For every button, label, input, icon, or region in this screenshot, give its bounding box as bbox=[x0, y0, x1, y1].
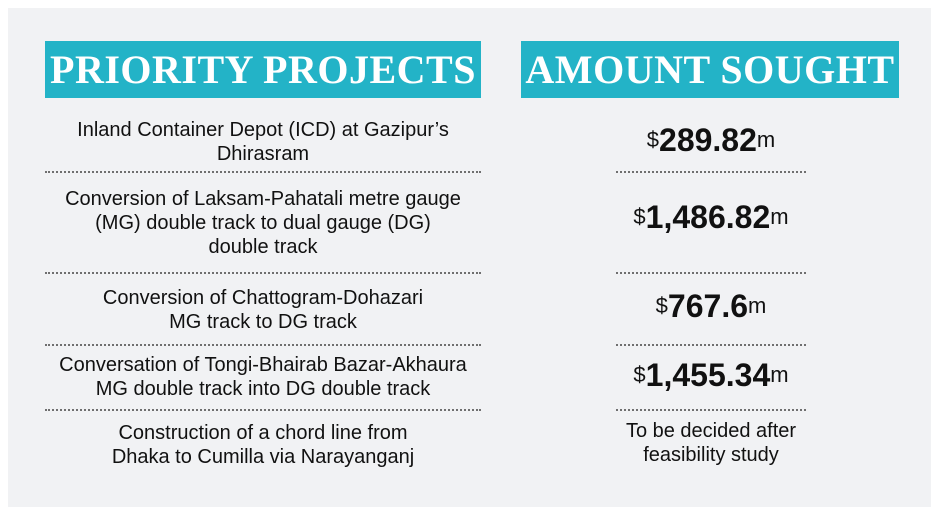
project-row-5: Construction of a chord line from Dhaka … bbox=[45, 416, 481, 474]
amount-row-5: To be decided after feasibility study bbox=[616, 414, 806, 472]
row-separator bbox=[45, 344, 481, 346]
row-separator bbox=[616, 409, 806, 411]
project-row-1: Inland Container Depot (ICD) at Gazipur’… bbox=[45, 116, 481, 168]
project-2-line-1: Conversion of Laksam-Pahatali metre gaug… bbox=[65, 188, 461, 210]
project-4-line-2: MG double track into DG double track bbox=[95, 378, 431, 400]
project-2-line-2: (MG) double track to dual gauge (DG) bbox=[95, 212, 431, 234]
amount-row-4: $1,455.34 m bbox=[616, 346, 806, 404]
amount-unit: m bbox=[756, 127, 776, 152]
amount-value: 1,455.34 bbox=[645, 356, 771, 393]
amount-value: 1,486.82 bbox=[645, 198, 771, 235]
row-separator bbox=[616, 171, 806, 173]
priority-projects-header: PRIORITY PROJECTS bbox=[45, 41, 481, 98]
project-row-2: Conversion of Laksam-Pahatali metre gaug… bbox=[45, 180, 481, 266]
currency-symbol: $ bbox=[633, 362, 646, 387]
project-5-line-2: Dhaka to Cumilla via Narayanganj bbox=[111, 446, 415, 468]
row-separator bbox=[45, 171, 481, 173]
amount-value: 767.6 bbox=[667, 287, 748, 324]
currency-symbol: $ bbox=[646, 127, 660, 152]
project-3-line-1: Conversion of Chattogram-Dohazari bbox=[102, 287, 424, 309]
amount-unit: m bbox=[770, 204, 789, 229]
amount-sought-header: AMOUNT SOUGHT bbox=[521, 41, 899, 98]
currency-symbol: $ bbox=[655, 293, 668, 318]
project-4-line-1: Conversation of Tongi-Bhairab Bazar-Akha… bbox=[59, 354, 467, 376]
amount-note-line-2: feasibility study bbox=[643, 444, 779, 466]
amount-row-3: $767.6 m bbox=[616, 276, 806, 336]
currency-symbol: $ bbox=[633, 204, 646, 229]
project-row-3: Conversion of Chattogram-Dohazari MG tra… bbox=[45, 280, 481, 340]
project-2-line-3: double track bbox=[208, 236, 318, 258]
row-separator bbox=[45, 272, 481, 274]
amount-unit: m bbox=[748, 293, 767, 318]
project-row-4: Conversation of Tongi-Bhairab Bazar-Akha… bbox=[45, 348, 481, 406]
row-separator bbox=[616, 344, 806, 346]
project-3-line-2: MG track to DG track bbox=[169, 311, 357, 333]
project-1-line-2: Dhirasram bbox=[216, 143, 310, 165]
amount-value: 289.82 bbox=[659, 121, 757, 158]
amount-unit: m bbox=[770, 362, 789, 387]
row-separator bbox=[45, 409, 481, 411]
amount-note-line-1: To be decided after bbox=[625, 420, 797, 442]
row-separator bbox=[616, 272, 806, 274]
amount-row-1: $289.82 m bbox=[616, 112, 806, 168]
project-5-line-1: Construction of a chord line from bbox=[118, 422, 408, 444]
project-1-line-1: Inland Container Depot (ICD) at Gazipur’… bbox=[77, 119, 449, 141]
amount-row-2: $1,486.82 m bbox=[616, 186, 806, 248]
